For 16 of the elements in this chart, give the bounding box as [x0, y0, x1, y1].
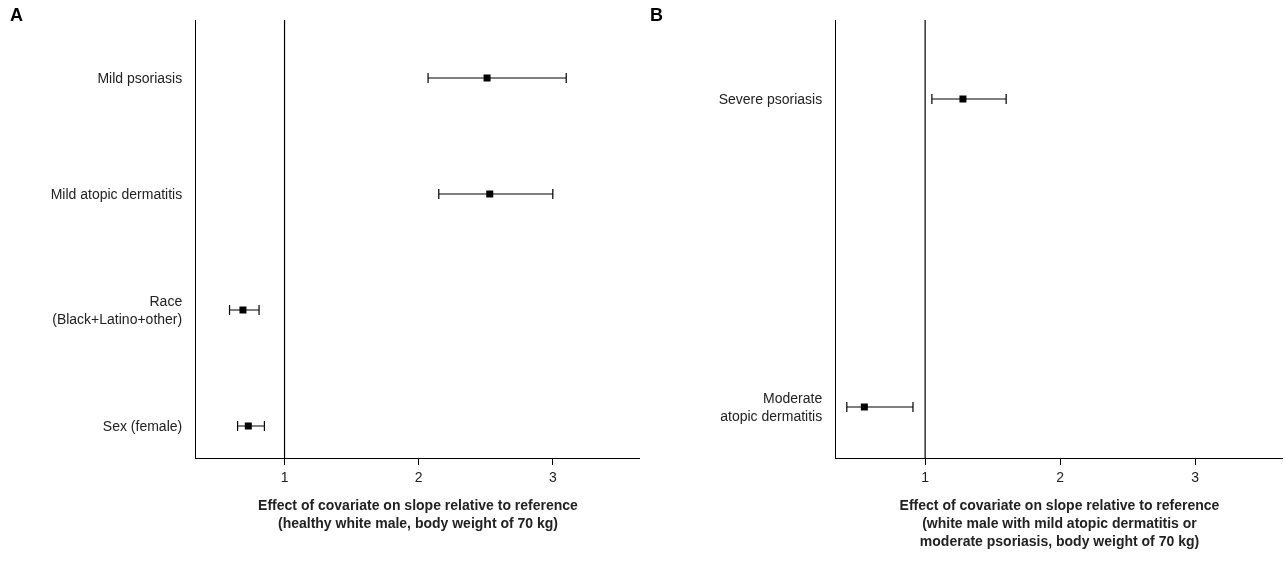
y-tick-label: Moderate atopic dermatitis: [720, 389, 823, 424]
y-tick-label: Sex (female): [102, 417, 183, 434]
text: B: [650, 5, 663, 26]
x-tick-label: 2: [1056, 468, 1065, 485]
x-tick-label: 1: [921, 468, 930, 485]
y-tick-label: Mild atopic dermatitis: [50, 185, 183, 202]
x-tick-label: 3: [1191, 468, 1200, 485]
y-tick-label: Severe psoriasis: [718, 90, 823, 107]
x-tick-label: 2: [414, 468, 423, 485]
y-tick-label: Race (Black+Latino+other): [52, 292, 183, 327]
x-axis-title: Effect of covariate on slope relative to reference (white male with mild atopic dermatitis or moderate psoriasis, body weight of 70 kg): [899, 497, 1220, 550]
text: A: [10, 5, 23, 26]
y-tick-label: Mild psoriasis: [97, 69, 183, 86]
x-tick-label: 1: [280, 468, 289, 485]
x-axis-title: Effect of covariate on slope relative to reference (healthy white male, body weight of 70 kg): [258, 497, 579, 532]
x-tick-label: 3: [548, 468, 557, 485]
